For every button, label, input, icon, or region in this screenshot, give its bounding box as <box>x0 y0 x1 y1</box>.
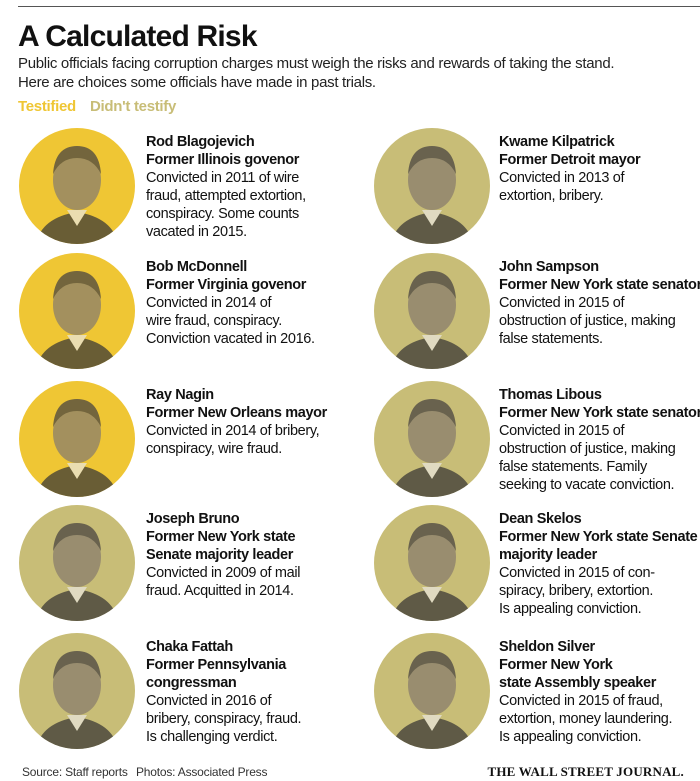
person-details: Convicted in 2016 of <box>146 693 272 709</box>
person-details: Is challenging verdict. <box>146 729 278 745</box>
person-details: Convicted in 2015 of fraud, <box>499 693 663 709</box>
person-details: fraud. Acquitted in 2014. <box>146 583 294 599</box>
subtitle: Here are choices some officials have mad… <box>18 74 376 91</box>
person-role: Former Pennsylvania <box>146 657 287 673</box>
portrait <box>374 381 490 497</box>
person-role: Former Illinois govenor <box>146 152 300 168</box>
person-role: Former New York state <box>146 529 296 545</box>
person-details: wire fraud, conspiracy. <box>146 313 282 329</box>
person-details: extortion, bribery. <box>499 188 604 204</box>
person-details: Convicted in 2015 of <box>499 423 625 439</box>
portrait <box>19 128 135 244</box>
person-name: Rod Blagojevich <box>146 134 255 150</box>
person-details: conspiracy. Some counts <box>146 206 299 222</box>
person-details: Convicted in 2014 of <box>146 295 272 311</box>
person-name: Joseph Bruno <box>146 511 240 527</box>
person-details: Convicted in 2009 of mail <box>146 565 301 581</box>
person-name: Bob McDonnell <box>146 259 247 275</box>
top-rule <box>18 6 700 7</box>
person-role: congressman <box>146 675 237 691</box>
source: Source: Staff reports <box>22 765 128 779</box>
person-name: Thomas Libous <box>499 387 602 403</box>
person-role: Former New York state Senate <box>499 529 698 545</box>
person-name: Kwame Kilpatrick <box>499 134 615 150</box>
subtitle: Public officials facing corruption charg… <box>18 55 615 72</box>
person-details: spiracy, bribery, extortion. <box>499 583 654 599</box>
person-details: Conviction vacated in 2016. <box>146 331 315 347</box>
person-details: false statements. Family <box>499 459 647 475</box>
portrait <box>19 505 135 621</box>
person-name: John Sampson <box>499 259 599 275</box>
person-details: Convicted in 2015 of <box>499 295 625 311</box>
person-role: Former New York state senator <box>499 405 700 421</box>
person-name: Sheldon Silver <box>499 639 595 655</box>
person-details: obstruction of justice, making <box>499 441 676 457</box>
legend-item: Testified <box>18 98 76 115</box>
person-details: Convicted in 2011 of wire <box>146 170 299 186</box>
person-role: state Assembly speaker <box>499 675 656 691</box>
person-details: vacated in 2015. <box>146 224 247 240</box>
publisher: THE WALL STREET JOURNAL. <box>487 764 684 779</box>
portrait <box>374 505 490 621</box>
person-role: Former Virginia govenor <box>146 277 307 293</box>
portrait <box>19 253 135 369</box>
person-details: obstruction of justice, making <box>499 313 676 329</box>
person-role: Former New Orleans mayor <box>146 405 327 421</box>
person-role: Former New York <box>499 657 613 673</box>
person-name: Dean Skelos <box>499 511 582 527</box>
person-role: majority leader <box>499 547 597 563</box>
person-details: bribery, conspiracy, fraud. <box>146 711 302 727</box>
person-details: Convicted in 2013 of <box>499 170 625 186</box>
person-name: Chaka Fattah <box>146 639 233 655</box>
person-role: Senate majority leader <box>146 547 294 563</box>
photo-credit: Photos: Associated Press <box>136 765 268 779</box>
portrait <box>374 633 490 749</box>
person-details: fraud, attempted extortion, <box>146 188 306 204</box>
person-details: Is appealing conviction. <box>499 729 642 745</box>
person-role: Former New York state senator <box>499 277 700 293</box>
person-details: seeking to vacate conviction. <box>499 477 675 493</box>
person-name: Ray Nagin <box>146 387 214 403</box>
portrait <box>19 381 135 497</box>
person-details: false statements. <box>499 331 603 347</box>
title: A Calculated Risk <box>18 20 258 53</box>
portrait <box>374 128 490 244</box>
legend-item: Didn't testify <box>90 98 177 115</box>
person-details: Convicted in 2015 of con- <box>499 565 655 581</box>
person-details: extortion, money laundering. <box>499 711 673 727</box>
person-details: Convicted in 2014 of bribery, <box>146 423 320 439</box>
person-details: Is appealing conviction. <box>499 601 642 617</box>
person-details: conspiracy, wire fraud. <box>146 441 282 457</box>
portrait <box>374 253 490 369</box>
portrait <box>19 633 135 749</box>
person-role: Former Detroit mayor <box>499 152 641 168</box>
